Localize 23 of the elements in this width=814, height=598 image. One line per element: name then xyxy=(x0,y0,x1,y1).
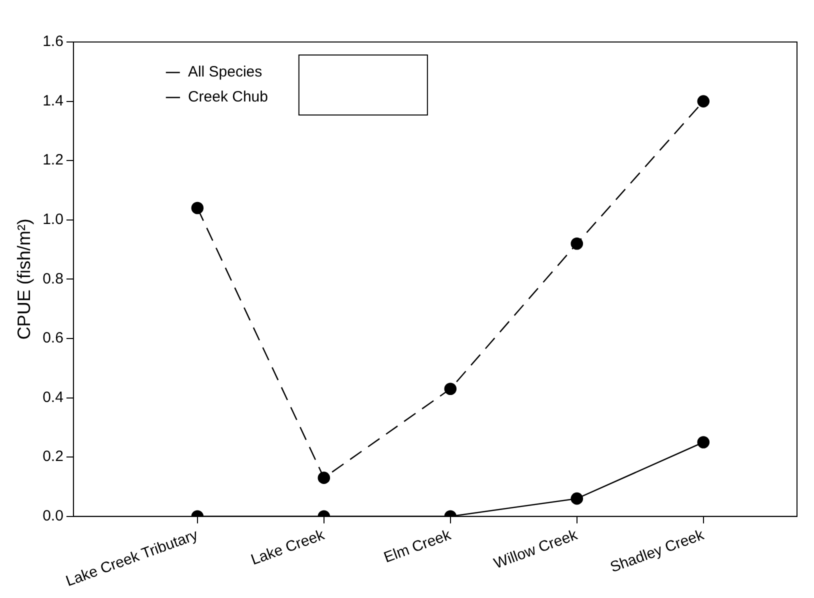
y-tick-label: 0.6 xyxy=(42,330,64,347)
point xyxy=(697,95,710,108)
legend-label: All Species xyxy=(188,64,262,81)
y-tick-label: 0.0 xyxy=(42,508,64,525)
point xyxy=(697,436,710,448)
legend-label: Creek Chub xyxy=(188,88,268,106)
y-axis-title: CPUE (fish/m²) xyxy=(14,218,34,340)
point xyxy=(570,237,584,250)
y-tick-label: 1.6 xyxy=(42,33,64,50)
point xyxy=(570,492,584,505)
y-tick-label: 1.4 xyxy=(42,92,64,110)
y-tick-label: 0.4 xyxy=(42,388,64,406)
y-tick-label: 1.0 xyxy=(42,211,64,228)
x-tick-label: Elm Creek xyxy=(382,526,454,566)
point xyxy=(318,472,330,484)
x-tick-label: Lake Creek xyxy=(248,526,328,569)
x-tick-label: Shadley Creek xyxy=(608,526,707,576)
y-tick-label: 0.8 xyxy=(42,270,64,288)
y-tick-label: 0.2 xyxy=(42,448,64,466)
x-tick-label: Willow Creek xyxy=(492,526,580,572)
point xyxy=(444,382,457,396)
y-tick-label: 1.2 xyxy=(42,152,64,169)
point xyxy=(191,202,204,214)
